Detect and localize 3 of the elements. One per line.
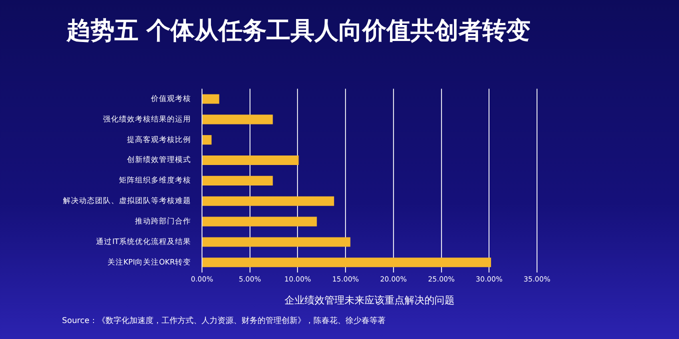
chart-title: 趋势五 个体从任务工具人向价值共创者转变 — [65, 16, 531, 45]
source-note: Source：《数字化加速度，工作方式、人力资源、财务的管理创新》，陈春花、徐少春等著 — [62, 316, 386, 326]
x-axis-title: 企业绩效管理未来应该重点解决的问题 — [284, 294, 454, 307]
